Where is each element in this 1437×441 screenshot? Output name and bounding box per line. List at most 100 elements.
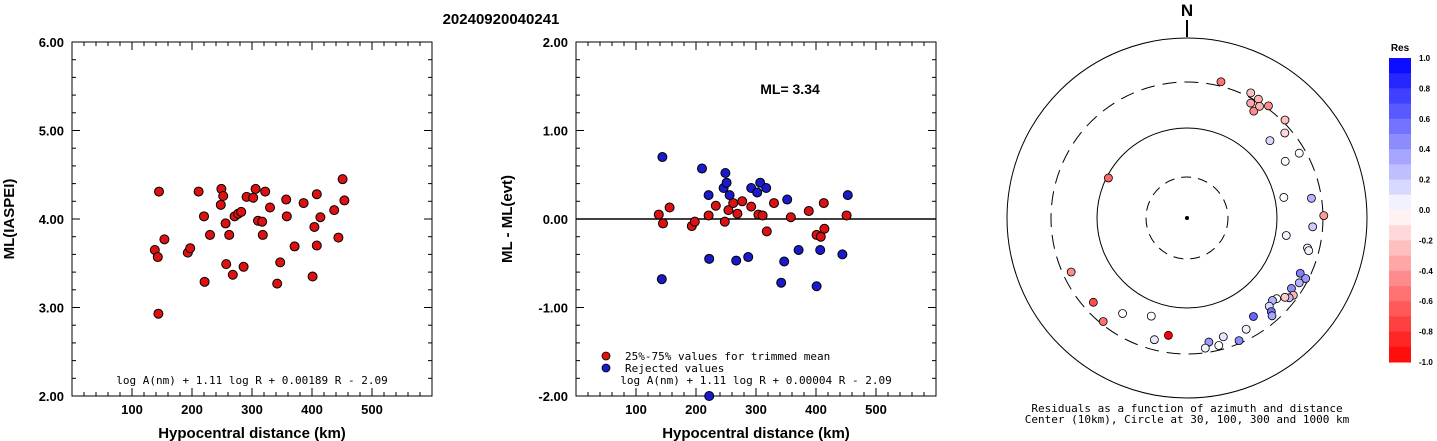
station-residual-marker xyxy=(1249,106,1259,116)
station-residual-marker xyxy=(1241,324,1251,334)
station-ml-point xyxy=(248,192,259,203)
colorbar-tick-label: -0.6 xyxy=(1419,297,1433,306)
residual-point-rejected xyxy=(704,253,715,264)
map-caption-line1: Residuals as a function of azimuth and d… xyxy=(1031,402,1342,415)
station-ml-point xyxy=(199,276,210,287)
middle-x-tick-label: 100 xyxy=(625,402,647,417)
ring-30km xyxy=(1145,176,1229,260)
residual-point-used xyxy=(746,201,757,212)
colorbar-tick-label: 0.0 xyxy=(1419,206,1431,215)
station-ml-point xyxy=(265,202,275,213)
station-ml-point xyxy=(275,257,286,268)
colorbar-cell xyxy=(1389,118,1411,135)
left-y-tick-label: 5.00 xyxy=(39,124,64,139)
station-ml-point xyxy=(250,183,261,194)
station-residual-marker xyxy=(1066,267,1076,277)
station-ml-point xyxy=(311,240,322,251)
colorbar-tick-label: 0.6 xyxy=(1419,115,1431,124)
residual-point-rejected xyxy=(721,177,732,188)
north-label: N xyxy=(1181,1,1193,20)
colorbar-tick-label: 0.4 xyxy=(1419,145,1431,154)
colorbar-cell xyxy=(1389,179,1411,196)
station-residual-marker xyxy=(1164,330,1173,340)
station-ml-point xyxy=(199,211,209,222)
legend-label-rejected: Rejected values xyxy=(625,362,724,375)
colorbar-title: Res xyxy=(1391,43,1410,54)
residual-point-used xyxy=(803,206,814,217)
residual-point-used xyxy=(841,210,852,221)
station-residual-marker xyxy=(1253,94,1263,104)
residual-point-rejected xyxy=(704,391,715,401)
station-residual-marker xyxy=(1264,101,1273,111)
middle-y-tick-label: -1.00 xyxy=(538,301,568,316)
station-ml-point xyxy=(224,229,235,240)
middle-y-tick-label: 2.00 xyxy=(543,35,568,50)
middle-formula: log A(nm) + 1.11 log R + 0.00004 R - 2.0… xyxy=(620,374,892,387)
residual-point-rejected xyxy=(761,183,772,194)
residual-point-rejected xyxy=(793,244,804,255)
station-ml-point xyxy=(329,205,340,216)
left-x-tick-label: 400 xyxy=(301,402,323,417)
station-ml-point xyxy=(215,199,226,210)
residual-point-used xyxy=(757,210,768,221)
colorbar-tick-label: -0.8 xyxy=(1419,328,1433,337)
station-residual-marker xyxy=(1200,343,1210,353)
ml-annotation: ML= 3.34 xyxy=(760,81,820,97)
residual-point-rejected xyxy=(657,152,668,163)
station-residual-marker xyxy=(1294,148,1304,158)
station-ml-point xyxy=(154,186,164,197)
legend-label-used: 25%-75% values for trimmed mean xyxy=(625,350,830,363)
station-ml-point xyxy=(193,186,204,197)
station-residual-marker xyxy=(1301,274,1311,283)
colorbar-cell xyxy=(1389,210,1411,226)
middle-x-tick-label: 500 xyxy=(865,402,887,417)
station-residual-marker xyxy=(1280,115,1290,125)
residual-point-rejected xyxy=(697,163,707,174)
residual-point-used xyxy=(719,216,730,227)
left-plot-frame xyxy=(71,41,433,397)
left-y-tick-label: 4.00 xyxy=(39,212,64,227)
colorbar-tick-label: 0.2 xyxy=(1419,176,1431,185)
middle-panel: 100 200 300 400 500 -2.00 -1.00 0.00 1.00 2.00 Hy… xyxy=(499,35,937,441)
colorbar-tick-label: -0.4 xyxy=(1419,267,1433,276)
colorbar-cell xyxy=(1389,270,1411,287)
station-residual-marker xyxy=(1281,231,1291,240)
station-ml-point xyxy=(315,212,326,223)
station-residual-marker xyxy=(1088,297,1098,307)
residual-point-rejected xyxy=(743,252,754,263)
colorbar-cell xyxy=(1389,346,1411,363)
residual-point-rejected xyxy=(731,255,742,266)
residual-point-used xyxy=(723,205,734,216)
station-ml-point xyxy=(309,221,320,232)
ring-1000km xyxy=(1006,37,1368,399)
station-residual-marker xyxy=(1246,88,1256,98)
station-residual-marker xyxy=(1098,317,1108,326)
station-ml-point xyxy=(221,259,232,270)
station-ml-point xyxy=(236,206,247,217)
station-residual-marker xyxy=(1118,309,1127,318)
middle-y-tick-label: -2.00 xyxy=(538,389,568,404)
left-panel: 100 200 300 400 500 2.00 3.00 4.00 5.00 6.00 Hypo… xyxy=(1,35,433,441)
left-x-tick-label: 200 xyxy=(181,402,203,417)
colorbar-tick-label: -1.0 xyxy=(1419,358,1433,367)
legend-marker-used xyxy=(601,351,611,361)
residual-point-rejected xyxy=(720,167,731,178)
residual-point-used xyxy=(658,218,668,229)
station-residual-marker xyxy=(1249,312,1258,321)
residual-point-used xyxy=(737,196,748,207)
colorbar-tick-label: 0.8 xyxy=(1419,84,1431,93)
left-x-tick-label: 300 xyxy=(241,402,263,417)
station-residual-marker xyxy=(1216,77,1226,87)
station-ml-point xyxy=(152,252,163,263)
station-ml-point xyxy=(185,243,196,254)
residual-point-used xyxy=(785,212,796,223)
station-residual-marker xyxy=(1304,246,1314,256)
residual-point-rejected xyxy=(656,274,667,285)
colorbar-cell xyxy=(1389,286,1411,302)
colorbar-cell xyxy=(1389,58,1411,74)
station-residual-marker xyxy=(1214,341,1224,350)
middle-x-tick-label: 200 xyxy=(685,402,707,417)
residual-point-rejected xyxy=(811,281,822,292)
left-x-tick-label: 100 xyxy=(121,402,143,417)
